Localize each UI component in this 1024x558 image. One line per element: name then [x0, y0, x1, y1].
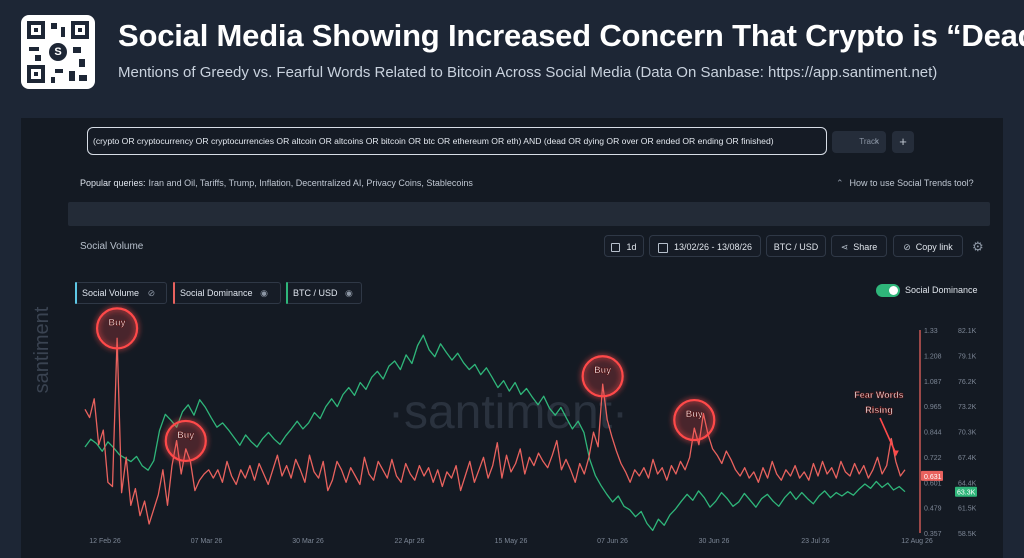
series-line-social-dominance [84, 337, 906, 525]
share-label: Share [853, 242, 878, 252]
y-left-tick-label: 1.087 [924, 379, 942, 386]
add-query-button[interactable]: + [892, 131, 914, 153]
link-icon: ⊘ [903, 242, 911, 252]
y-right-tick-label: 58.5K [958, 531, 977, 538]
x-tick-label: 12 Aug 26 [901, 538, 933, 545]
copy-link-label: Copy link [915, 242, 953, 252]
buy-annotation-circle [581, 355, 624, 398]
y-left-tick-label: 0.844 [924, 430, 942, 437]
legend-label-social-volume: Social Volume [82, 288, 140, 298]
fear-annotation-arrow [879, 417, 897, 454]
buy-annotation-circle [673, 398, 716, 442]
track-label: Track [859, 137, 879, 146]
buy-annotation-label: Buy [594, 365, 611, 375]
buy-annotation-label: Buy [109, 317, 126, 327]
legend-label-btc-usd: BTC / USD [293, 288, 338, 298]
track-button[interactable]: Track × [832, 131, 886, 153]
x-tick-label: 30 Jun 26 [699, 538, 730, 545]
y-right-tick-label: 76.2K [958, 379, 977, 386]
popular-queries-list[interactable]: Iran and Oil, Tariffs, Trump, Inflation,… [148, 178, 473, 188]
x-tick-label: 15 May 26 [495, 538, 528, 545]
popular-queries: Popular queries: Iran and Oil, Tariffs, T… [80, 178, 473, 188]
eye-icon[interactable]: ◉ [345, 288, 353, 298]
y-right-tick-label: 79.1K [958, 353, 977, 360]
header: S Social Media Showing Increased Concern… [0, 0, 1024, 104]
y-left-tick-label: 0.601 [924, 480, 942, 487]
y-left-tick-label: 0.357 [924, 531, 942, 538]
series-line-btc-usd [84, 334, 906, 532]
share-icon: ⋖ [840, 242, 849, 252]
watermark: ·santiment· [388, 386, 628, 439]
eye-off-icon[interactable]: ⊘ [147, 288, 156, 298]
y-left-tick-label: 1.33 [924, 328, 938, 335]
price-value-badge [955, 486, 977, 497]
y-right-tick-label: 67.4K [958, 455, 977, 462]
legend-color-social-dominance [173, 282, 175, 304]
x-tick-label: 22 Apr 26 [395, 538, 425, 545]
calendar-small-icon [611, 243, 621, 253]
y-right-tick-label: 70.3K [958, 430, 977, 437]
share-button[interactable]: ⋖ Share [831, 235, 887, 257]
buy-annotation-label: Buy [177, 430, 194, 440]
pair-button[interactable]: BTC / USD [766, 235, 826, 257]
x-tick-label: 07 Mar 26 [191, 538, 223, 545]
fear-annotation-label: Rising [865, 405, 893, 415]
chevron-up-icon: ⌃ [836, 178, 844, 188]
legend-btc-usd[interactable]: BTC / USD ◉ [286, 282, 362, 304]
legend-label-social-dominance: Social Dominance [180, 288, 253, 298]
y-left-tick-label: 0.479 [924, 506, 942, 513]
legend-color-btc-usd [286, 282, 288, 304]
social-dominance-toggle[interactable] [876, 284, 900, 297]
santiment-logo-icon: S [49, 43, 67, 61]
how-to-label: How to use Social Trends tool? [849, 178, 974, 188]
timeline-bar[interactable] [68, 202, 990, 226]
y-right-tick-label: 82.1K [958, 328, 977, 335]
eye-icon[interactable]: ◉ [260, 288, 268, 298]
y-right-tick-label: 61.5K [958, 506, 977, 513]
dominance-value-label: 0.631 [924, 474, 942, 481]
legend-social-dominance[interactable]: Social Dominance ◉ [173, 282, 281, 304]
fear-annotation-label: Fear Words [854, 390, 903, 400]
how-to-link[interactable]: ⌃ How to use Social Trends tool? [836, 178, 974, 189]
date-range-button[interactable]: 13/02/26 - 13/08/26 [649, 235, 761, 257]
y-right-tick-label: 73.2K [958, 404, 977, 411]
y-left-tick-label: 1.208 [924, 353, 942, 360]
x-tick-label: 30 Mar 26 [292, 538, 324, 545]
close-icon[interactable]: × [874, 137, 879, 146]
search-query-input[interactable]: (crypto OR cryptocurrency OR cryptocurre… [87, 127, 827, 155]
y-right-tick-label: 64.4K [958, 480, 977, 487]
app-panel [21, 118, 1003, 558]
qr-code: S [21, 15, 95, 89]
y-left-tick-label: 0.965 [924, 404, 942, 411]
buy-annotation-circle [95, 307, 139, 350]
date-range-label: 13/02/26 - 13/08/26 [673, 242, 753, 252]
legend-social-volume[interactable]: Social Volume ⊘ [75, 282, 167, 304]
santiment-side-watermark: santiment [31, 306, 53, 393]
page-title: Social Media Showing Increased Concern T… [118, 18, 1024, 53]
popular-queries-label: Popular queries: [80, 178, 146, 188]
fear-annotation-arrowhead [892, 450, 899, 457]
section-title: Social Volume [80, 241, 144, 252]
x-tick-label: 07 Jun 26 [597, 538, 628, 545]
calendar-icon [657, 242, 668, 253]
x-tick-label: 12 Feb 26 [89, 538, 121, 545]
copy-link-button[interactable]: ⊘ Copy link [893, 235, 963, 257]
interval-label: 1d [626, 242, 637, 252]
buy-annotation-label: Buy [686, 409, 703, 419]
toggle-label: Social Dominance [905, 285, 978, 295]
price-value-label: 63.3K [957, 490, 976, 497]
y-left-tick-label: 0.722 [924, 455, 942, 462]
page-subtitle: Mentions of Greedy vs. Fearful Words Rel… [118, 64, 938, 81]
x-tick-label: 23 Jul 26 [801, 538, 830, 545]
legend-color-social-volume [75, 282, 77, 304]
settings-gear-icon[interactable]: ⚙ [972, 239, 984, 254]
dominance-value-badge [921, 470, 943, 481]
buy-annotation-circle [164, 419, 207, 463]
interval-button[interactable]: 1d [604, 235, 644, 257]
